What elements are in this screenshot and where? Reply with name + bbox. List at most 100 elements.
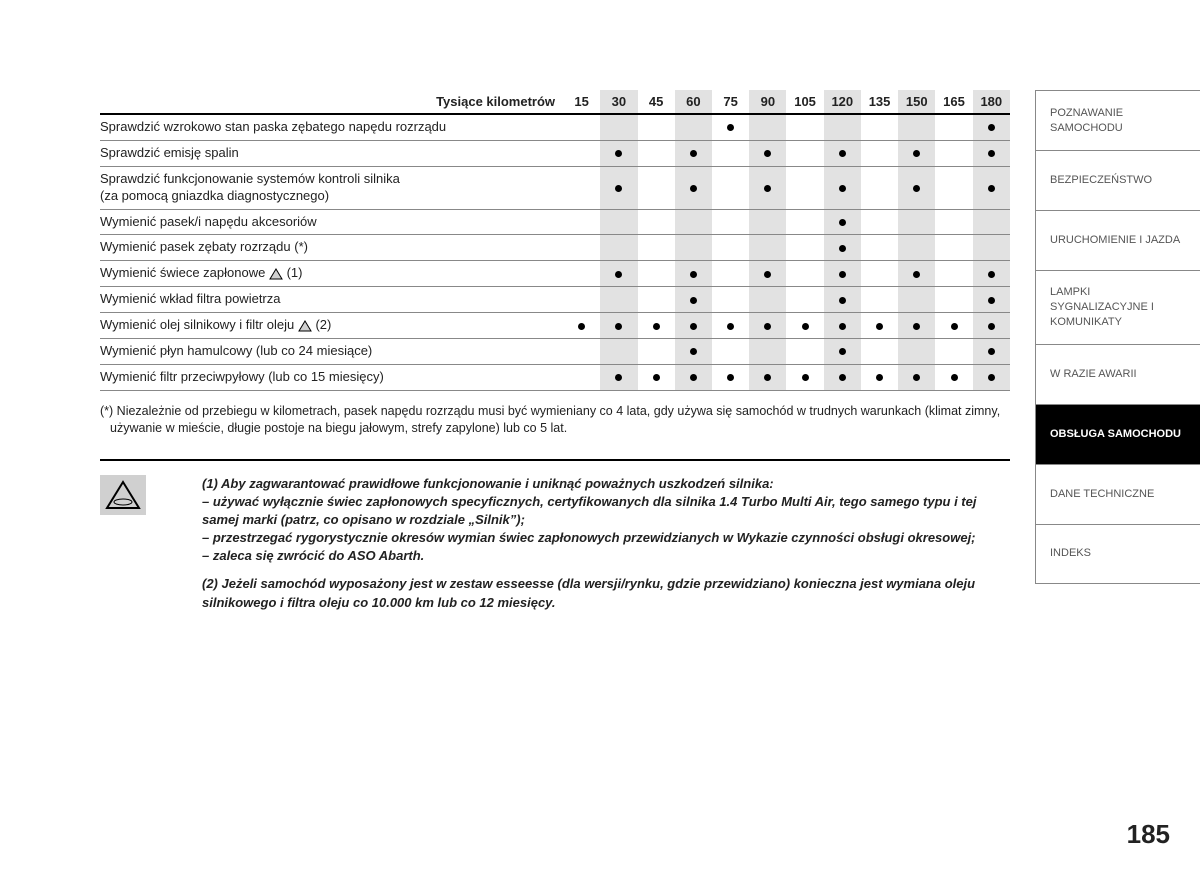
dot-icon (653, 374, 660, 381)
dot-icon (913, 374, 920, 381)
side-tabs: POZNAWANIE SAMOCHODUBEZPIECZEŃSTWOURUCHO… (1035, 90, 1200, 584)
side-tab[interactable]: BEZPIECZEŃSTWO (1035, 150, 1200, 210)
dot-icon (913, 185, 920, 192)
maintenance-schedule-table: Tysiące kilometrów 153045607590105120135… (100, 90, 1010, 391)
table-header-row: Tysiące kilometrów 153045607590105120135… (100, 90, 1010, 114)
schedule-cell (898, 140, 935, 166)
dot-icon (988, 271, 995, 278)
schedule-cell (638, 339, 675, 365)
schedule-cell (935, 209, 972, 235)
dot-icon (913, 271, 920, 278)
schedule-cell (973, 364, 1010, 390)
schedule-cell (712, 313, 749, 339)
km-header: 45 (638, 90, 675, 114)
note2: (2) Jeżeli samochód wyposażony jest w ze… (202, 575, 1010, 611)
schedule-cell (824, 287, 861, 313)
schedule-cell (824, 166, 861, 209)
side-tab[interactable]: POZNAWANIE SAMOCHODU (1035, 90, 1200, 150)
schedule-cell (563, 261, 600, 287)
dot-icon (988, 323, 995, 330)
schedule-cell (563, 235, 600, 261)
dot-icon (951, 374, 958, 381)
schedule-cell (638, 166, 675, 209)
schedule-cell (898, 313, 935, 339)
dot-icon (727, 124, 734, 131)
schedule-cell (563, 339, 600, 365)
schedule-cell (973, 261, 1010, 287)
schedule-cell (824, 313, 861, 339)
dot-icon (839, 185, 846, 192)
schedule-cell (898, 287, 935, 313)
table-row: Wymienić płyn hamulcowy (lub co 24 miesi… (100, 339, 1010, 365)
schedule-cell (861, 166, 898, 209)
schedule-cell (824, 364, 861, 390)
schedule-cell (935, 166, 972, 209)
dot-icon (690, 271, 697, 278)
table-row: Sprawdzić emisję spalin (100, 140, 1010, 166)
dot-icon (839, 150, 846, 157)
schedule-cell (935, 339, 972, 365)
side-tab[interactable]: W RAZIE AWARII (1035, 344, 1200, 404)
schedule-cell (600, 261, 637, 287)
schedule-cell (675, 313, 712, 339)
schedule-cell (712, 287, 749, 313)
schedule-cell (786, 339, 823, 365)
header-label: Tysiące kilometrów (100, 90, 563, 114)
schedule-cell (861, 287, 898, 313)
footnote-star: (*) Niezależnie od przebiegu w kilometra… (100, 403, 1010, 437)
schedule-cell (749, 166, 786, 209)
schedule-cell (786, 364, 823, 390)
schedule-cell (973, 287, 1010, 313)
schedule-cell (563, 140, 600, 166)
table-row: Wymienić wkład filtra powietrza (100, 287, 1010, 313)
dot-icon (839, 348, 846, 355)
dot-icon (764, 185, 771, 192)
schedule-cell (861, 209, 898, 235)
schedule-cell (824, 140, 861, 166)
schedule-cell (786, 209, 823, 235)
side-tab[interactable]: OBSŁUGA SAMOCHODU (1035, 404, 1200, 464)
side-tab[interactable]: INDEKS (1035, 524, 1200, 584)
km-header: 60 (675, 90, 712, 114)
schedule-cell (786, 114, 823, 140)
dot-icon (690, 348, 697, 355)
schedule-cell (638, 140, 675, 166)
schedule-cell (935, 235, 972, 261)
side-tab[interactable]: LAMPKI SYGNALIZACYJNE I KOMUNIKATY (1035, 270, 1200, 344)
dot-icon (839, 297, 846, 304)
schedule-cell (786, 166, 823, 209)
dot-icon (615, 271, 622, 278)
schedule-cell (749, 140, 786, 166)
schedule-cell (861, 261, 898, 287)
dot-icon (951, 323, 958, 330)
side-tab[interactable]: DANE TECHNICZNE (1035, 464, 1200, 524)
schedule-cell (973, 166, 1010, 209)
schedule-cell (973, 313, 1010, 339)
row-label: Wymienić świece zapłonowe (1) (100, 261, 563, 287)
schedule-cell (638, 364, 675, 390)
dot-icon (988, 150, 995, 157)
schedule-cell (824, 114, 861, 140)
side-tab[interactable]: URUCHOMIENIE I JAZDA (1035, 210, 1200, 270)
schedule-cell (861, 140, 898, 166)
row-label: Wymienić pasek zębaty rozrządu (*) (100, 235, 563, 261)
note1-intro: (1) Aby zagwarantować prawidłowe funkcjo… (202, 475, 1010, 493)
schedule-cell (600, 166, 637, 209)
note1-b2: – przestrzegać rygorystycznie okresów wy… (202, 529, 1010, 547)
schedule-cell (563, 364, 600, 390)
note1-b3: – zaleca się zwrócić do ASO Abarth. (202, 547, 1010, 565)
schedule-cell (712, 209, 749, 235)
km-header: 15 (563, 90, 600, 114)
schedule-cell (749, 209, 786, 235)
warning-text: (1) Aby zagwarantować prawidłowe funkcjo… (162, 475, 1010, 612)
row-label: Wymienić olej silnikowy i filtr oleju (2… (100, 313, 563, 339)
dot-icon (839, 271, 846, 278)
schedule-cell (786, 140, 823, 166)
schedule-cell (935, 114, 972, 140)
dot-icon (839, 245, 846, 252)
schedule-cell (749, 235, 786, 261)
schedule-cell (824, 235, 861, 261)
schedule-cell (898, 166, 935, 209)
schedule-cell (861, 114, 898, 140)
schedule-cell (675, 339, 712, 365)
